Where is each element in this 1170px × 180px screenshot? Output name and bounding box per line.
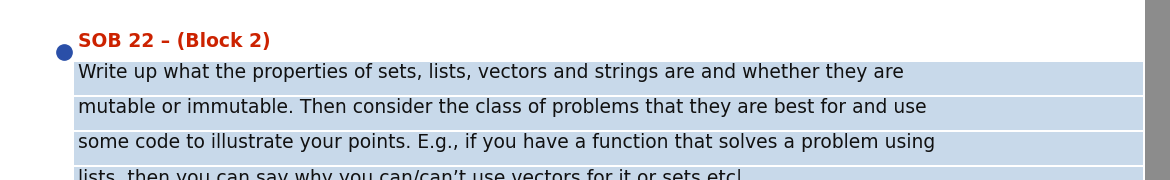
Text: SOB 22 – (Block 2): SOB 22 – (Block 2)	[78, 32, 270, 51]
Bar	[1144, 0, 1170, 180]
Bar	[74, 97, 1143, 130]
Bar	[74, 62, 1143, 95]
Text: Write up what the properties of sets, lists, vectors and strings are and whether: Write up what the properties of sets, li…	[78, 63, 904, 82]
Text: mutable or immutable. Then consider the class of problems that they are best for: mutable or immutable. Then consider the …	[78, 98, 927, 117]
Bar	[74, 167, 1143, 180]
Text: some code to illustrate your points. E.g., if you have a function that solves a : some code to illustrate your points. E.g…	[78, 133, 935, 152]
Text: lists, then you can say why you can/can’t use vectors for it or sets etc|: lists, then you can say why you can/can’…	[78, 168, 742, 180]
Bar	[74, 132, 1143, 165]
